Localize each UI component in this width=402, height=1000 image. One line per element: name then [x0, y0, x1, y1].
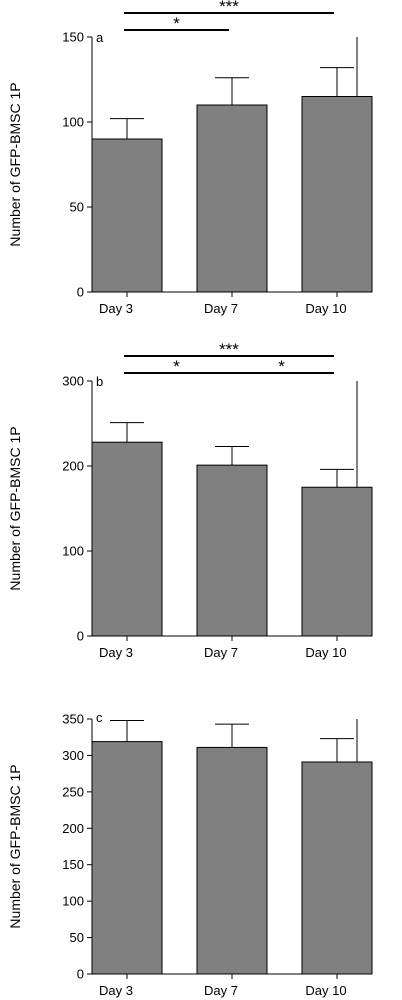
- chart-panel-c: 0 50 100 150 200 250 300 350 Day 3 Day 7 Day 10 c Nu…: [7, 710, 373, 998]
- y-tick-label: 100: [62, 894, 84, 909]
- chart-panel-b: 0 100 200 300 Day 3 Day 7 Day 10 b Number of GFP…: [7, 340, 373, 660]
- panel-label: c: [96, 710, 103, 725]
- x-tick-label: Day 7: [204, 645, 238, 660]
- y-tick-label: 200: [62, 821, 84, 836]
- significance-label: ***: [219, 0, 239, 16]
- panel-label: b: [96, 374, 103, 389]
- bar: [301, 486, 373, 637]
- x-tick-label: Day 10: [305, 645, 346, 660]
- y-tick-label: 50: [70, 200, 84, 215]
- significance-label: *: [173, 14, 180, 33]
- y-tick-label: 100: [62, 115, 84, 130]
- bar: [196, 464, 268, 637]
- y-axis-label: Number of GFP-BMSC 1P: [7, 82, 23, 246]
- x-tick-label: Day 3: [99, 645, 133, 660]
- x-tick-label: Day 3: [99, 301, 133, 316]
- y-tick-label: 50: [70, 930, 84, 945]
- bar: [196, 746, 268, 975]
- y-axis-label: Number of GFP-BMSC 1P: [7, 426, 23, 590]
- y-tick-label: 300: [62, 748, 84, 763]
- bar: [196, 104, 268, 293]
- y-tick-label: 300: [62, 374, 84, 389]
- y-tick-label: 150: [62, 857, 84, 872]
- significance-label: *: [278, 357, 285, 376]
- y-axis-label: Number of GFP-BMSC 1P: [7, 764, 23, 928]
- panel-label: a: [96, 30, 104, 45]
- bar: [91, 138, 163, 293]
- y-tick-label: 0: [77, 285, 84, 300]
- chart-panel-a: 0 50 100 150 Day 3 Day 7 Day 10 a Number of GFP-…: [7, 0, 373, 316]
- bar: [301, 761, 373, 975]
- bar: [91, 741, 163, 975]
- x-tick-label: Day 7: [204, 983, 238, 998]
- y-tick-label: 350: [62, 712, 84, 727]
- y-tick-label: 100: [62, 544, 84, 559]
- bar: [301, 96, 373, 293]
- x-tick-label: Day 3: [99, 983, 133, 998]
- bar: [91, 441, 163, 637]
- y-tick-label: 0: [77, 629, 84, 644]
- x-tick-label: Day 10: [305, 983, 346, 998]
- x-tick-label: Day 10: [305, 301, 346, 316]
- y-tick-label: 150: [62, 30, 84, 45]
- x-tick-label: Day 7: [204, 301, 238, 316]
- significance-label: ***: [219, 340, 239, 359]
- y-tick-label: 200: [62, 459, 84, 474]
- y-tick-label: 0: [77, 967, 84, 982]
- significance-label: *: [173, 357, 180, 376]
- y-tick-label: 250: [62, 784, 84, 799]
